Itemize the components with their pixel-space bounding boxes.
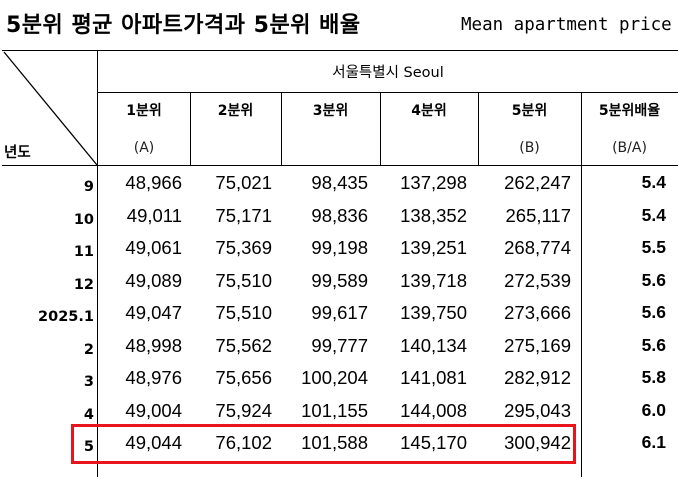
- cell-q5: 262,247: [504, 172, 571, 193]
- cell-q1: 49,004: [125, 399, 182, 421]
- cell-q2: 75,171: [215, 204, 272, 226]
- col-header-q4: 4분위: [411, 103, 447, 119]
- col-divider-4: [478, 92, 479, 166]
- cell-q1: 49,089: [125, 269, 182, 291]
- year-header: 년도: [4, 145, 31, 161]
- highlight-box: [71, 424, 576, 464]
- cell-ratio: 6.1: [641, 432, 666, 452]
- cell-q4: 139,251: [400, 237, 467, 258]
- cell-q1: 49,044: [125, 432, 182, 453]
- cell-q2: 75,562: [215, 334, 272, 356]
- cell-q2: 75,510: [215, 302, 272, 323]
- cell-q5: 282,912: [504, 367, 571, 388]
- cell-q3: 99,589: [311, 269, 368, 291]
- cell-q2: 75,369: [215, 237, 272, 258]
- cell-q3: 98,435: [311, 172, 368, 193]
- cell-q2: 76,102: [215, 432, 272, 453]
- cell-q5: 273,666: [504, 302, 571, 323]
- cell-q3: 99,617: [311, 302, 368, 323]
- cell-ratio: 5.4: [641, 204, 666, 225]
- cell-q3: 100,204: [301, 367, 368, 388]
- row-year: 11: [73, 244, 94, 260]
- cell-q4: 144,008: [400, 399, 467, 421]
- cell-q4: 139,750: [400, 302, 467, 323]
- row-year: 2025.1: [38, 309, 94, 325]
- row-year: 12: [73, 276, 94, 293]
- cell-q3: 101,588: [301, 432, 368, 453]
- cell-q5: 300,942: [504, 432, 571, 453]
- region-header: 서울특별시 Seoul: [332, 64, 444, 81]
- cell-q4: 139,718: [400, 269, 467, 291]
- col-sub-q5: (B): [519, 140, 540, 156]
- col-header-q5: 5분위: [511, 103, 548, 119]
- cell-ratio: 5.5: [641, 237, 666, 257]
- cell-q3: 99,198: [311, 237, 368, 258]
- year-column-divider: [97, 50, 98, 477]
- cell-q4: 141,081: [400, 367, 467, 388]
- col-header-q3: 3분위: [312, 103, 349, 119]
- cell-q1: 48,976: [125, 367, 182, 388]
- cell-q4: 137,298: [400, 172, 467, 193]
- cell-ratio: 5.6: [641, 302, 666, 322]
- row-year: 2: [83, 341, 94, 358]
- cell-q4: 138,352: [400, 204, 467, 226]
- cell-q1: 49,011: [126, 204, 182, 226]
- cell-ratio: 5.4: [641, 172, 666, 192]
- row-year: 5: [83, 439, 94, 455]
- col-header-q1: 1분위: [126, 103, 162, 119]
- cell-q5: 295,043: [504, 399, 571, 421]
- table-top-border: [2, 50, 678, 51]
- col-divider-3: [380, 92, 381, 166]
- cell-q4: 145,170: [400, 432, 467, 453]
- cell-q2: 75,656: [215, 367, 272, 388]
- col-divider-2: [281, 92, 282, 166]
- cell-q2: 75,021: [215, 172, 272, 193]
- cell-q3: 98,836: [311, 204, 368, 226]
- cell-q1: 49,047: [125, 302, 182, 323]
- col-divider-1: [190, 92, 191, 166]
- cell-q5: 268,774: [504, 237, 571, 258]
- cell-q5: 272,539: [504, 269, 571, 291]
- col-header-q2: 2분위: [217, 103, 254, 119]
- cell-ratio: 5.6: [641, 269, 666, 290]
- title-english: Mean apartment price: [461, 15, 672, 35]
- row-year: 4: [83, 406, 94, 423]
- cell-q1: 49,061: [125, 237, 182, 258]
- cell-q5: 265,117: [505, 204, 572, 226]
- cell-q2: 75,924: [215, 399, 272, 421]
- cell-q1: 48,998: [125, 334, 182, 356]
- cell-q3: 101,155: [301, 399, 368, 421]
- row-year: 9: [83, 179, 94, 195]
- cell-q2: 75,510: [215, 269, 272, 291]
- cell-q4: 140,134: [400, 334, 467, 356]
- cell-q5: 275,169: [504, 334, 571, 356]
- cell-ratio: 5.8: [641, 367, 666, 387]
- region-divider: [98, 92, 678, 93]
- cell-q1: 48,966: [125, 172, 182, 193]
- cell-q3: 99,777: [311, 334, 368, 356]
- col-header-ratio: 5분위배율: [598, 103, 661, 119]
- cell-ratio: 5.6: [641, 334, 666, 355]
- row-year: 3: [83, 374, 94, 390]
- header-bottom-border: [2, 165, 678, 166]
- corner-diagonal: [3, 51, 98, 166]
- title-korean: 5분위 평균 아파트가격과 5분위 배율: [6, 13, 361, 38]
- col-sub-q1: (A): [133, 140, 155, 156]
- ratio-column-divider: [581, 92, 582, 477]
- cell-ratio: 6.0: [641, 399, 666, 420]
- row-year: 10: [73, 211, 94, 228]
- col-sub-ratio: (B/A): [612, 140, 647, 156]
